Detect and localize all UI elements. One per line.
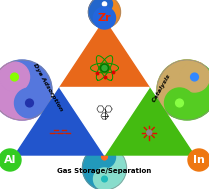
Circle shape: [97, 12, 112, 28]
Circle shape: [176, 99, 184, 107]
Circle shape: [25, 99, 33, 107]
Circle shape: [101, 64, 108, 72]
Circle shape: [93, 168, 116, 189]
Circle shape: [102, 2, 107, 6]
Polygon shape: [15, 88, 104, 155]
Polygon shape: [0, 64, 37, 120]
Polygon shape: [88, 0, 104, 28]
Circle shape: [11, 73, 18, 81]
Circle shape: [0, 62, 29, 92]
Text: Gas Storage/Separation: Gas Storage/Separation: [57, 168, 152, 174]
Circle shape: [164, 88, 195, 118]
Circle shape: [102, 66, 107, 70]
Circle shape: [97, 0, 112, 12]
Circle shape: [0, 60, 52, 120]
Circle shape: [157, 60, 209, 120]
Circle shape: [188, 149, 209, 171]
Circle shape: [102, 176, 107, 182]
Circle shape: [102, 18, 107, 22]
Circle shape: [0, 149, 21, 171]
Text: In: In: [193, 155, 205, 165]
Polygon shape: [60, 88, 149, 155]
Text: Al: Al: [4, 155, 16, 165]
Polygon shape: [60, 20, 149, 88]
Circle shape: [83, 146, 126, 189]
Circle shape: [147, 130, 152, 135]
Circle shape: [191, 73, 198, 81]
Polygon shape: [83, 146, 104, 189]
Text: Zr: Zr: [98, 13, 111, 23]
Text: Catalysis: Catalysis: [151, 72, 171, 103]
Circle shape: [180, 62, 209, 92]
Circle shape: [88, 0, 121, 28]
Circle shape: [93, 146, 116, 168]
Polygon shape: [157, 60, 202, 116]
Circle shape: [102, 154, 107, 160]
Circle shape: [93, 7, 116, 29]
Circle shape: [14, 88, 45, 118]
Polygon shape: [104, 88, 194, 155]
Text: Dye Adsorption: Dye Adsorption: [32, 63, 64, 112]
